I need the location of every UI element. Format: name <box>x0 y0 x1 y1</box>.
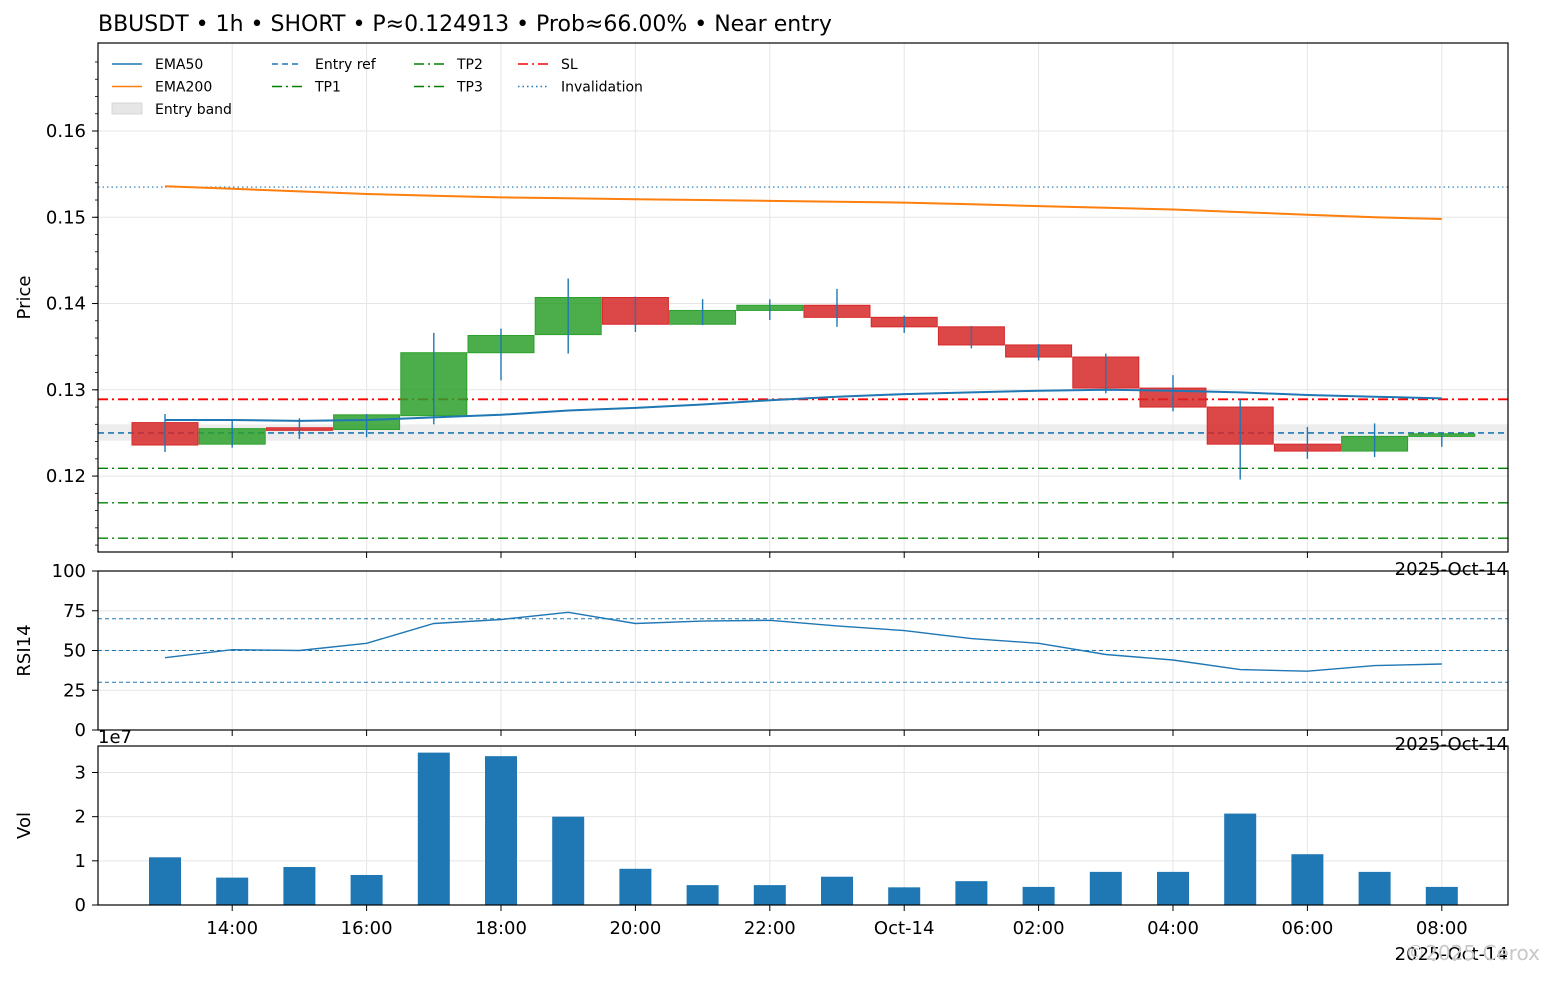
price-tick-label: 0.16 <box>46 121 86 142</box>
price-tick-label: 0.13 <box>46 380 86 401</box>
price-tick-label: 0.12 <box>46 466 86 487</box>
volume-panel <box>149 752 1458 905</box>
volume-bar <box>149 857 181 905</box>
rsi-line <box>164 611 1442 672</box>
x-tick-label: Oct-14 <box>874 918 935 939</box>
volume-bar <box>888 887 921 905</box>
x-tick-label: 14:00 <box>206 918 258 939</box>
volume-bar <box>619 868 652 905</box>
legend-label: TP3 <box>456 80 483 96</box>
chart-title: BBUSDT • 1h • SHORT • P≈0.124913 • Prob≈… <box>98 12 832 37</box>
legend-swatch <box>111 102 143 115</box>
volume-bar <box>1089 871 1122 905</box>
volume-scale-label: 1e7 <box>98 727 132 748</box>
ema50-line <box>165 388 1442 422</box>
volume-bar <box>417 752 450 905</box>
price-axis-label: Price <box>14 276 35 320</box>
x-tick-label: 02:00 <box>1013 918 1065 939</box>
volume-axis-label: Vol <box>14 812 35 839</box>
volume-axes-frame <box>97 745 1509 906</box>
price-axes-frame <box>97 42 1509 553</box>
x-tick-label: 08:00 <box>1416 918 1468 939</box>
price-tick-label: 0.14 <box>46 294 86 315</box>
volume-bar <box>1291 854 1324 905</box>
legend-label: EMA200 <box>155 80 212 96</box>
x-tick-label: 22:00 <box>744 918 796 939</box>
rsi-tick-label: 50 <box>63 641 86 662</box>
volume-bar <box>216 877 249 905</box>
volume-bar <box>283 867 316 905</box>
legend-label: SL <box>561 57 578 73</box>
x-tick-label: 18:00 <box>475 918 527 939</box>
x-tick-label: 06:00 <box>1281 918 1333 939</box>
rsi-corner-date: 2025-Oct-14 <box>1395 734 1508 755</box>
volume-bar <box>485 756 517 905</box>
x-tick-label: 16:00 <box>341 918 393 939</box>
volume-bar <box>753 885 786 905</box>
rsi-tick-label: 100 <box>52 561 86 582</box>
legend: EMA50 EMA200 Entry band Entry ref TP1 TP2 TP3 S… <box>111 57 643 118</box>
price-tick-label: 0.15 <box>46 207 86 228</box>
rsi-panel <box>98 611 1508 683</box>
volume-bar <box>1425 886 1458 905</box>
volume-bar <box>1224 813 1257 905</box>
volume-bar <box>686 885 719 905</box>
volume-tick-label: 3 <box>75 763 86 784</box>
legend-label: Invalidation <box>561 80 643 96</box>
legend-label: Entry ref <box>315 57 377 73</box>
rsi-tick-label: 75 <box>63 601 86 622</box>
legend-label: Entry band <box>155 102 232 118</box>
legend-label: TP2 <box>456 57 483 73</box>
volume-tick-label: 2 <box>75 807 86 828</box>
x-tick-label: 04:00 <box>1147 918 1199 939</box>
volume-bar <box>350 874 383 905</box>
volume-bar <box>955 881 988 905</box>
rsi-tick-label: 25 <box>63 680 86 701</box>
watermark-text: ©2025 Cerox <box>1405 941 1540 965</box>
volume-corner-date: 2025-Oct-14 <box>1395 944 1508 965</box>
x-tick-label: 20:00 <box>609 918 661 939</box>
legend-label: TP1 <box>314 80 341 96</box>
legend-label: EMA50 <box>155 57 203 73</box>
volume-tick-label: 0 <box>75 895 86 916</box>
price-panel <box>98 185 1508 539</box>
volume-tick-label: 1 <box>75 851 86 872</box>
grid-layer <box>98 43 1508 906</box>
volume-bar <box>552 816 585 905</box>
rsi-tick-label: 0 <box>75 720 86 741</box>
axes-layer: 0.12 0.13 0.14 0.15 0.16 0 25 50 75 100 0 1 2 3 14:00 1… <box>14 42 1509 965</box>
volume-bar <box>1358 871 1391 905</box>
price-corner-date: 2025-Oct-14 <box>1395 559 1508 580</box>
volume-bar <box>1022 886 1055 905</box>
volume-bar <box>821 876 853 905</box>
rsi-axis-label: RSI14 <box>14 624 35 676</box>
volume-bar <box>1157 871 1189 905</box>
ema200-line <box>164 185 1442 220</box>
